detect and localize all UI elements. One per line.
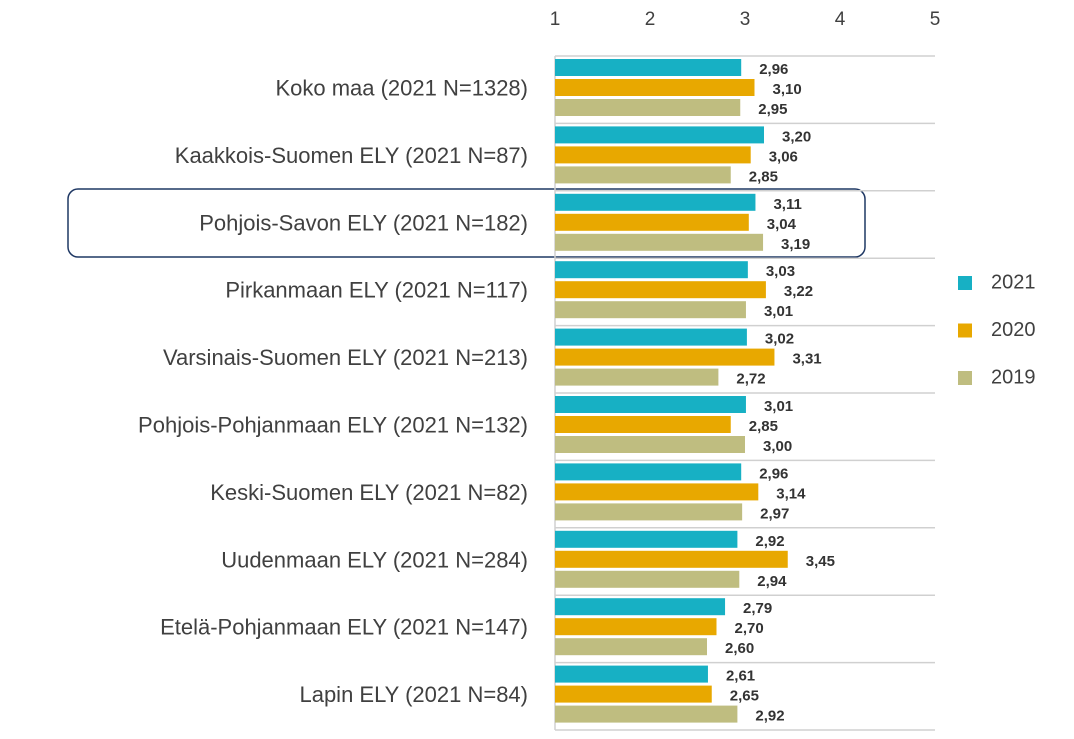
value-label: 2,79 <box>743 600 772 617</box>
value-label: 3,45 <box>806 553 835 570</box>
category-label: Pirkanmaan ELY (2021 N=117) <box>225 278 528 303</box>
legend-label: 2019 <box>991 366 1036 388</box>
value-label: 3,04 <box>767 216 797 233</box>
bar <box>555 193 756 211</box>
bar <box>555 99 741 116</box>
bar <box>555 436 745 453</box>
value-label: 2,60 <box>725 640 754 657</box>
bar <box>555 166 731 184</box>
x-tick-label: 2 <box>645 9 656 30</box>
bar <box>555 685 712 703</box>
x-tick-label: 3 <box>740 9 751 30</box>
bar <box>555 416 731 433</box>
legend-swatch <box>958 276 972 290</box>
bar <box>555 79 755 96</box>
legend-swatch <box>958 323 972 338</box>
bar <box>555 483 759 501</box>
legend-swatch <box>958 371 972 385</box>
value-label: 3,06 <box>769 148 798 165</box>
value-label: 3,31 <box>792 351 821 368</box>
value-label: 2,85 <box>749 168 778 185</box>
x-tick-label: 1 <box>550 9 561 30</box>
category-label: Lapin ELY (2021 N=84) <box>299 682 528 707</box>
category-label: Varsinais-Suomen ELY (2021 N=213) <box>163 345 528 370</box>
category-label: Koko maa (2021 N=1328) <box>275 76 528 101</box>
value-label: 3,00 <box>763 438 792 455</box>
bar <box>555 570 740 588</box>
legend-label: 2020 <box>991 319 1036 341</box>
value-label: 2,85 <box>749 418 778 435</box>
value-label: 2,95 <box>758 101 787 118</box>
value-label: 2,96 <box>759 61 788 78</box>
value-label: 3,02 <box>765 331 794 348</box>
category-label: Kaakkois-Suomen ELY (2021 N=87) <box>175 143 528 168</box>
bar <box>555 638 707 656</box>
bar <box>555 368 719 386</box>
value-label: 2,72 <box>736 371 765 388</box>
value-label: 2,97 <box>760 505 789 522</box>
value-label: 3,19 <box>781 236 810 253</box>
value-label: 3,03 <box>766 263 795 280</box>
bar <box>555 281 766 299</box>
bar <box>555 301 746 319</box>
bar <box>555 503 743 521</box>
x-tick-label: 4 <box>835 9 846 30</box>
value-label: 3,11 <box>773 196 801 213</box>
value-label: 3,01 <box>764 398 793 415</box>
bar <box>555 550 788 568</box>
bar <box>555 261 748 279</box>
value-label: 3,10 <box>773 81 802 98</box>
bar <box>555 233 764 251</box>
bar <box>555 328 747 346</box>
category-label: Pohjois-Savon ELY (2021 N=182) <box>199 210 528 235</box>
bar <box>555 213 749 231</box>
value-label: 2,92 <box>755 708 784 725</box>
category-label: Pohjois-Pohjanmaan ELY (2021 N=132) <box>138 413 528 438</box>
bar <box>555 463 742 481</box>
value-label: 3,01 <box>764 303 793 320</box>
category-label: Keski-Suomen ELY (2021 N=82) <box>210 480 528 505</box>
category-label: Uudenmaan ELY (2021 N=284) <box>221 547 528 572</box>
value-label: 2,61 <box>726 668 755 685</box>
bar <box>555 530 738 548</box>
bar <box>555 618 717 636</box>
bar <box>555 665 708 683</box>
value-label: 2,94 <box>757 573 787 590</box>
bar <box>555 126 764 144</box>
bar <box>555 59 742 76</box>
bar <box>555 348 775 366</box>
bar <box>555 146 751 164</box>
value-label: 3,22 <box>784 283 813 300</box>
legend-label: 2021 <box>991 271 1036 293</box>
x-tick-label: 5 <box>930 9 941 30</box>
bar <box>555 598 726 616</box>
value-label: 2,96 <box>759 465 788 482</box>
bar <box>555 705 738 723</box>
value-label: 2,70 <box>735 620 764 637</box>
value-label: 2,92 <box>755 533 784 550</box>
value-label: 3,14 <box>776 485 806 502</box>
category-label: Etelä-Pohjanmaan ELY (2021 N=147) <box>160 615 528 640</box>
highlight-box <box>67 188 866 258</box>
value-label: 3,20 <box>782 128 811 145</box>
value-label: 2,65 <box>730 688 759 705</box>
bar <box>555 396 746 413</box>
